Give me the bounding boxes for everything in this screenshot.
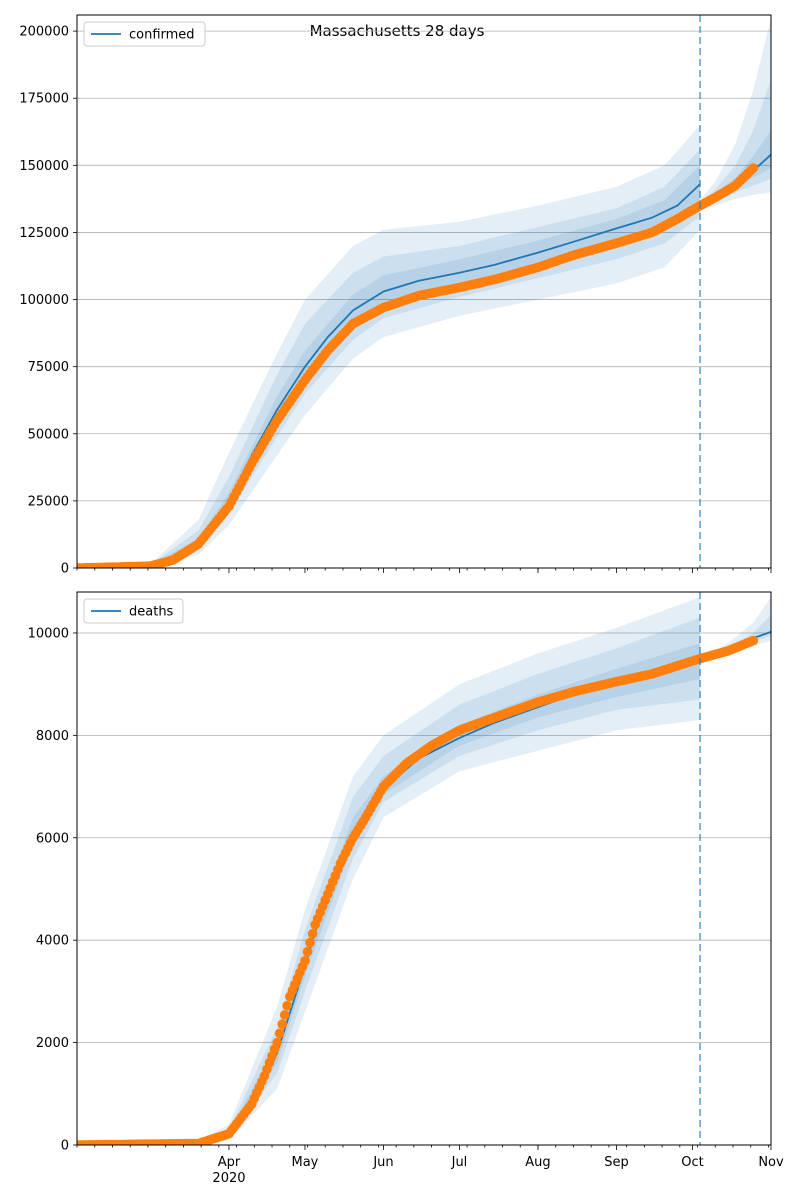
axes-frame bbox=[76, 14, 772, 569]
legend-box bbox=[83, 21, 206, 47]
x-tick-label: Nov bbox=[758, 1155, 784, 1170]
legend: deaths bbox=[83, 598, 184, 624]
confirmed-panel: 0 25000 50000 75000 100000 125000 150000 175000… bbox=[19, 14, 772, 577]
uncertainty-band bbox=[700, 17, 771, 212]
observed-point bbox=[748, 635, 759, 646]
uncertainty-band bbox=[198, 597, 701, 1144]
observed-point bbox=[748, 163, 759, 173]
plot-area bbox=[77, 17, 771, 568]
observed-point bbox=[307, 929, 318, 939]
axes-frame bbox=[76, 591, 772, 1146]
legend-label: confirmed bbox=[129, 28, 195, 43]
y-tick-label: 25000 bbox=[28, 494, 69, 509]
observed-point bbox=[302, 946, 313, 957]
y-tick-label: 10000 bbox=[28, 626, 69, 641]
x-tick-label: May bbox=[292, 1155, 319, 1170]
observed-point bbox=[272, 1037, 282, 1048]
legend-label: deaths bbox=[129, 605, 174, 620]
observed-point bbox=[305, 937, 315, 948]
y-tick-label: 100000 bbox=[19, 293, 69, 308]
observed-point bbox=[300, 955, 310, 966]
observed-points bbox=[77, 163, 759, 568]
y-tick-label: 2000 bbox=[36, 1036, 69, 1051]
y-tick-label: 75000 bbox=[28, 360, 69, 375]
x-tick-label: Oct bbox=[681, 1155, 703, 1170]
observed-points bbox=[77, 635, 759, 1145]
x-tick-label: Jun bbox=[372, 1155, 393, 1170]
y-tick-label: 0 bbox=[61, 1139, 69, 1154]
x-tick-label: Aug bbox=[525, 1155, 550, 1170]
uncertainty-band bbox=[700, 79, 771, 209]
observed-point bbox=[274, 1028, 285, 1039]
y-tick-label: 0 bbox=[61, 562, 69, 577]
x-tick-label: Jul bbox=[451, 1155, 468, 1170]
y-tick-label: 8000 bbox=[36, 729, 69, 744]
x-year-label: 2020 bbox=[212, 1171, 245, 1186]
uncertainty-band bbox=[150, 125, 701, 568]
uncertainty-band bbox=[150, 149, 701, 567]
x-tick-label: Sep bbox=[604, 1155, 629, 1170]
y-tick-label: 50000 bbox=[28, 427, 69, 442]
y-tick-label: 6000 bbox=[36, 831, 69, 846]
observed-point bbox=[279, 1010, 290, 1020]
y-tick-label: 4000 bbox=[36, 934, 69, 949]
observed-point bbox=[282, 1000, 293, 1011]
y-tick-label: 175000 bbox=[19, 92, 69, 107]
legend-box bbox=[83, 598, 184, 624]
deaths-panel: 0 2000 4000 6000 8000 10000 Apr May Jun Jul Aug Sep… bbox=[28, 591, 784, 1186]
legend: confirmed bbox=[83, 21, 206, 47]
y-tick-label: 200000 bbox=[19, 25, 69, 40]
observed-point bbox=[277, 1019, 288, 1029]
y-tick-label: 150000 bbox=[19, 159, 69, 174]
x-tick-label: Apr bbox=[218, 1155, 241, 1170]
plot-area bbox=[77, 597, 771, 1145]
y-tick-label: 125000 bbox=[19, 226, 69, 241]
